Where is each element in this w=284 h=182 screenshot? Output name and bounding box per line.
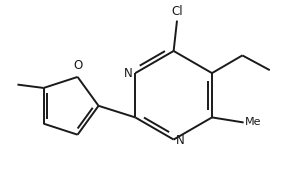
Text: Cl: Cl: [171, 5, 183, 18]
Text: N: N: [124, 67, 132, 80]
Text: Me: Me: [245, 117, 261, 127]
Text: O: O: [73, 59, 82, 72]
Text: N: N: [176, 134, 185, 147]
